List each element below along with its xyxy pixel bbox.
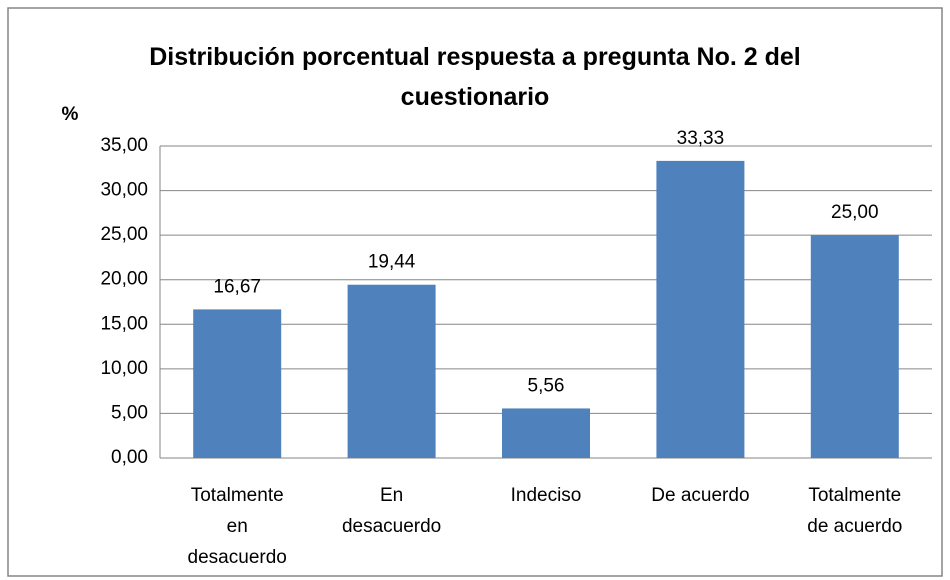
y-tick-label: 30,00 — [100, 180, 148, 201]
y-tick-label: 5,00 — [111, 402, 148, 423]
y-tick-label: 25,00 — [100, 224, 148, 245]
x-tick-label: En desacuerdo — [342, 485, 441, 537]
x-tick-label: Totalmente en desacuerdo — [188, 485, 287, 568]
y-tick-label: 15,00 — [100, 313, 148, 334]
bar — [347, 284, 436, 458]
value-label: 16,67 — [213, 276, 261, 297]
x-tick-label: Indeciso — [511, 485, 582, 506]
bar — [656, 160, 745, 459]
y-tick-label: 20,00 — [100, 269, 148, 290]
y-axis-label: % — [62, 104, 79, 125]
chart-title: Distribución porcentual respuesta a preg… — [149, 43, 801, 111]
x-tick-label: Totalmente de acuerdo — [807, 485, 902, 537]
bar — [810, 235, 899, 458]
y-tick-label: 0,00 — [111, 447, 148, 468]
x-tick-label: De acuerdo — [651, 485, 749, 506]
bar — [502, 408, 590, 458]
y-tick-label: 35,00 — [100, 135, 148, 156]
chart-frame — [7, 7, 943, 577]
bar — [193, 309, 282, 458]
value-label: 33,33 — [677, 128, 725, 149]
value-label: 19,44 — [368, 252, 416, 273]
y-tick-label: 10,00 — [100, 358, 148, 379]
value-label: 25,00 — [831, 202, 879, 223]
value-label: 5,56 — [528, 375, 565, 396]
